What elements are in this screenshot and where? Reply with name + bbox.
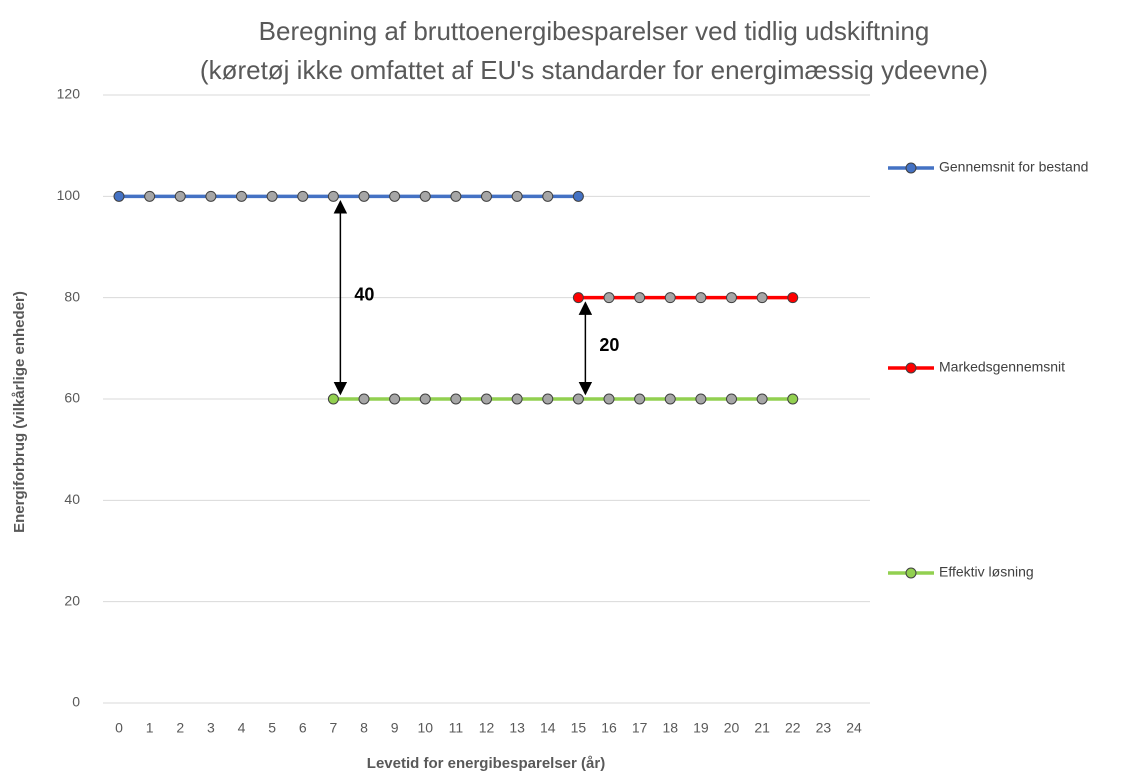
data-point — [603, 393, 615, 405]
x-tick-label: 14 — [540, 720, 556, 736]
x-tick-label: 0 — [115, 720, 123, 736]
data-point — [205, 190, 217, 202]
chart-title: Beregning af bruttoenergibesparelser ved… — [259, 16, 930, 46]
data-point — [511, 393, 523, 405]
x-axis-label: Levetid for energibesparelser (år) — [367, 755, 605, 772]
y-tick-label: 40 — [64, 491, 80, 507]
data-point — [787, 393, 799, 405]
data-point — [358, 190, 370, 202]
legend-label: Markedsgennemsnit — [939, 359, 1065, 375]
x-tick-label: 2 — [176, 720, 184, 736]
x-tick-label: 19 — [693, 720, 709, 736]
legend-marker — [905, 362, 917, 374]
data-point — [664, 393, 676, 405]
x-tick-label: 12 — [479, 720, 495, 736]
x-tick-label: 18 — [662, 720, 678, 736]
y-tick-label: 20 — [64, 592, 80, 608]
x-tick-label: 21 — [754, 720, 770, 736]
data-point — [664, 292, 676, 304]
x-tick-label: 15 — [571, 720, 587, 736]
x-tick-label: 1 — [146, 720, 154, 736]
y-axis-label: Energiforbrug (vilkårlige enheder) — [11, 291, 28, 533]
y-tick-label: 60 — [64, 390, 80, 406]
data-point — [787, 292, 799, 304]
data-point — [297, 190, 309, 202]
annotation-label: 40 — [354, 284, 374, 304]
data-point — [572, 292, 584, 304]
x-tick-label: 20 — [724, 720, 740, 736]
data-point — [572, 190, 584, 202]
data-point — [603, 292, 615, 304]
x-tick-label: 10 — [417, 720, 433, 736]
y-tick-label: 100 — [57, 187, 81, 203]
data-point — [450, 190, 462, 202]
y-tick-label: 0 — [72, 694, 80, 710]
x-tick-label: 6 — [299, 720, 307, 736]
data-point — [327, 190, 339, 202]
y-tick-label: 120 — [57, 86, 81, 102]
data-point — [327, 393, 339, 405]
data-point — [481, 393, 492, 405]
x-tick-label: 5 — [268, 720, 276, 736]
x-tick-label: 24 — [846, 720, 862, 736]
data-point — [756, 393, 768, 405]
data-point — [572, 393, 584, 405]
legend-marker — [905, 567, 917, 579]
x-tick-label: 22 — [785, 720, 801, 736]
y-tick-label: 80 — [64, 288, 80, 304]
data-point — [358, 393, 370, 405]
data-point — [695, 292, 707, 304]
x-tick-label: 11 — [449, 720, 464, 736]
data-point — [113, 190, 125, 202]
data-point — [266, 190, 278, 202]
data-point — [634, 393, 646, 405]
data-point — [726, 393, 737, 405]
data-point — [542, 393, 554, 405]
data-point — [726, 292, 737, 304]
legend-label: Effektiv løsning — [939, 564, 1034, 580]
x-tick-label: 9 — [391, 720, 399, 736]
data-point — [634, 292, 646, 304]
data-point — [450, 393, 462, 405]
data-point — [481, 190, 492, 202]
x-tick-label: 13 — [509, 720, 525, 736]
data-point — [144, 190, 156, 202]
x-tick-label: 23 — [816, 720, 832, 736]
x-tick-label: 3 — [207, 720, 215, 736]
chart-title: (køretøj ikke omfattet af EU's standarde… — [200, 55, 988, 85]
data-point — [419, 393, 431, 405]
data-point — [756, 292, 768, 304]
legend-marker — [905, 162, 917, 174]
x-tick-label: 16 — [601, 720, 617, 736]
data-point — [389, 393, 401, 405]
annotation-label: 20 — [599, 335, 619, 355]
x-tick-label: 17 — [632, 720, 648, 736]
data-point — [419, 190, 431, 202]
data-point — [236, 190, 247, 202]
legend-label: Gennemsnit for bestand — [939, 159, 1088, 175]
data-point — [389, 190, 401, 202]
data-point — [511, 190, 523, 202]
data-point — [174, 190, 186, 202]
x-tick-label: 7 — [329, 720, 337, 736]
data-point — [542, 190, 554, 202]
x-tick-label: 8 — [360, 720, 368, 736]
data-point — [695, 393, 707, 405]
x-tick-label: 4 — [238, 720, 246, 736]
